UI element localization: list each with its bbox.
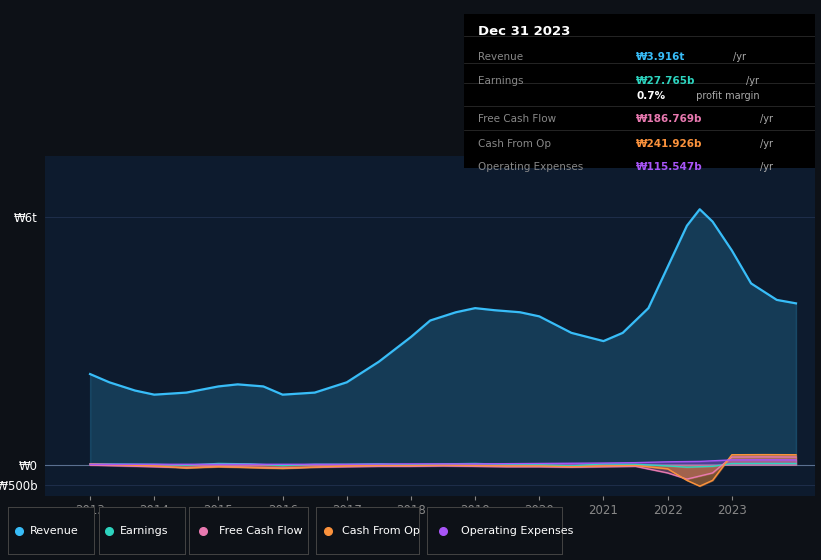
- Text: ₩3.916t: ₩3.916t: [636, 53, 686, 63]
- Text: Dec 31 2023: Dec 31 2023: [478, 25, 571, 38]
- Text: Cash From Op: Cash From Op: [478, 139, 551, 149]
- Text: ₩186.769b: ₩186.769b: [636, 114, 703, 124]
- Text: Earnings: Earnings: [120, 526, 168, 535]
- Text: Operating Expenses: Operating Expenses: [478, 162, 583, 172]
- Text: profit margin: profit margin: [693, 91, 759, 101]
- Text: 0.7%: 0.7%: [636, 91, 665, 101]
- Text: Free Cash Flow: Free Cash Flow: [478, 114, 556, 124]
- Text: Operating Expenses: Operating Expenses: [461, 526, 573, 535]
- Text: Earnings: Earnings: [478, 76, 524, 86]
- Text: /yr: /yr: [746, 76, 759, 86]
- Text: /yr: /yr: [759, 114, 773, 124]
- Text: ₩115.547b: ₩115.547b: [636, 162, 703, 172]
- Text: Free Cash Flow: Free Cash Flow: [218, 526, 302, 535]
- Text: Revenue: Revenue: [30, 526, 79, 535]
- Text: ₩241.926b: ₩241.926b: [636, 139, 703, 149]
- Text: /yr: /yr: [759, 139, 773, 149]
- Text: Cash From Op: Cash From Op: [342, 526, 420, 535]
- Text: /yr: /yr: [733, 53, 746, 63]
- Text: /yr: /yr: [759, 162, 773, 172]
- Text: ₩27.765b: ₩27.765b: [636, 76, 695, 86]
- Text: Revenue: Revenue: [478, 53, 523, 63]
